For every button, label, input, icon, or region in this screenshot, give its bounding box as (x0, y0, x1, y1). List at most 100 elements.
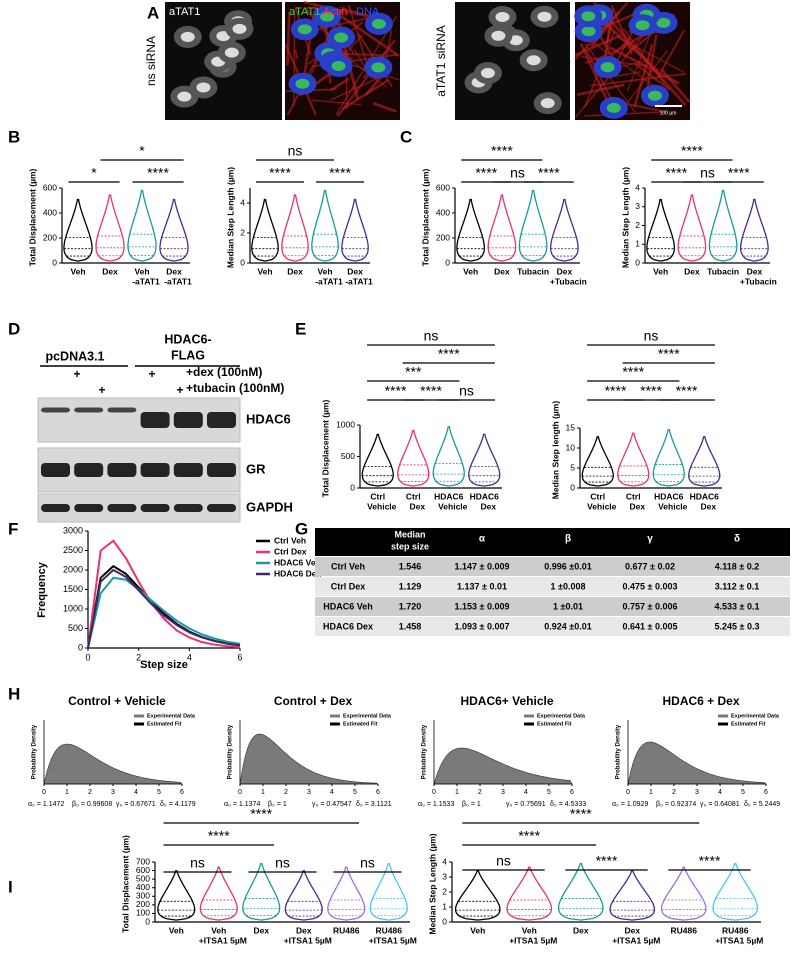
significance-label: **** (491, 143, 513, 159)
y-tick-label: 2000 (63, 564, 83, 574)
x-tick-label: +ITSA1 5µM (612, 935, 660, 945)
table-cell: 0.475 ± 0.003 (623, 581, 678, 591)
group-label: HDAC6- (164, 332, 211, 346)
channel-label: DNA (356, 6, 380, 18)
table-cell: 1 ±0.008 (551, 581, 586, 591)
x-tick-label: RU486 (376, 925, 403, 935)
y-tick-label: 3 (442, 871, 447, 881)
blot-band (74, 504, 104, 512)
violin (159, 198, 189, 262)
y-axis-label: Median Step Length (µm) (225, 167, 235, 268)
y-tick-label: 1000 (336, 419, 355, 429)
header-cell: step size (391, 541, 429, 551)
significance-label: **** (518, 828, 540, 844)
x-tick-label: Dex (253, 925, 269, 935)
actin-fiber (329, 77, 350, 92)
y-tick-label: 0 (240, 257, 245, 267)
blot-band (173, 504, 203, 512)
y-tick-label: 2 (240, 227, 245, 237)
atat1-signal (606, 102, 621, 113)
panel-letter: H (8, 684, 20, 703)
y-tick-label: 0 (145, 916, 150, 926)
blot-band (207, 504, 236, 512)
y-tick-label: 1000 (63, 603, 83, 613)
significance-label: ns (360, 855, 375, 871)
y-tick-label: 3 (635, 201, 640, 211)
x-tick-label: RU486 (333, 925, 360, 935)
violin (327, 866, 366, 921)
x-tick-label: Ctrl (406, 491, 421, 501)
plus-sign: + (98, 383, 105, 397)
y-axis-label: Median Step Length (µm) (620, 167, 630, 268)
x-tick-label: HDAC6 (470, 491, 500, 501)
x-tick-label: 2 (478, 789, 482, 796)
atat1-signal (635, 20, 650, 31)
panel-letter: F (8, 519, 18, 538)
significance-label: ns (190, 855, 205, 871)
x-tick-label: 0 (626, 789, 630, 796)
legend-label: Experimental Data (537, 713, 586, 719)
y-tick-label: 15 (566, 422, 576, 432)
parameter-label: δ₀ = 5.2449 (744, 801, 780, 808)
violin (557, 862, 604, 921)
plus-sign: + (176, 383, 183, 397)
x-tick-label: Dex (287, 266, 303, 276)
x-tick-label: RU486 (722, 925, 749, 935)
x-tick-label: 4 (330, 789, 334, 796)
significance-label: **** (640, 383, 662, 399)
violin (251, 198, 279, 262)
significance-label: **** (475, 165, 497, 181)
x-tick-label: Ctrl (370, 491, 385, 501)
table-cell: 0.996 ±0.01 (544, 561, 591, 571)
violin (468, 433, 501, 487)
panel-letter: C (400, 127, 412, 146)
group-label: FLAG (171, 348, 205, 362)
parameter-label: δ₀ = 3.1121 (356, 801, 392, 808)
actin-fiber (584, 111, 667, 117)
actin-fiber (286, 11, 291, 66)
table-cell: 0.757 ± 0.006 (623, 601, 678, 611)
y-tick-label: 3000 (63, 525, 83, 535)
x-tick-label: Dex (494, 266, 510, 276)
x-tick-label: 6 (180, 789, 184, 796)
x-tick-label: 3 (307, 789, 311, 796)
y-tick-label: 0 (52, 257, 57, 267)
panel-letter: A (147, 3, 159, 22)
treatment-label: +tubacin (100nM) (186, 381, 284, 395)
actin-fiber (610, 5, 634, 55)
x-tick-label: 5 (157, 789, 161, 796)
violin (157, 870, 196, 921)
x-tick-label: Dex (684, 266, 700, 276)
violin (646, 198, 675, 262)
density-fill (433, 747, 573, 785)
legend-swatch (330, 722, 340, 726)
blot-band (74, 463, 104, 477)
panel-title: Control + Vehicle (68, 694, 166, 708)
x-tick-label: -aTAT1 (315, 276, 343, 286)
x-tick-label: Dex (102, 266, 118, 276)
violin (652, 428, 685, 487)
y-tick-label: 1 (635, 239, 640, 249)
table-cell: HDAC6 Dex (323, 621, 373, 631)
x-tick-label: 2 (136, 652, 141, 662)
actin-fiber (341, 79, 390, 110)
x-tick-label: Veh (257, 266, 272, 276)
atat1-signal (647, 90, 662, 101)
blot-band (107, 463, 137, 477)
table-cell: 1.720 (399, 601, 422, 611)
x-tick-label: 1 (65, 789, 69, 796)
x-tick-label: +Tubacin (740, 276, 777, 286)
y-axis-label: Total Displacement (µm) (27, 168, 37, 266)
x-tick-label: Dex (700, 501, 716, 511)
violin (708, 189, 738, 262)
parameter-label: γ₀ = 0.47547 (312, 801, 352, 808)
y-tick-label: 4 (240, 197, 245, 207)
plus-sign: + (73, 367, 80, 381)
atat1-signal (331, 61, 346, 72)
x-tick-label: Dex (480, 501, 496, 511)
x-tick-label: Tubacin (517, 266, 549, 276)
y-tick-label: 5 (570, 462, 575, 472)
atat1-signal (537, 11, 552, 22)
x-tick-label: 5 (547, 789, 551, 796)
